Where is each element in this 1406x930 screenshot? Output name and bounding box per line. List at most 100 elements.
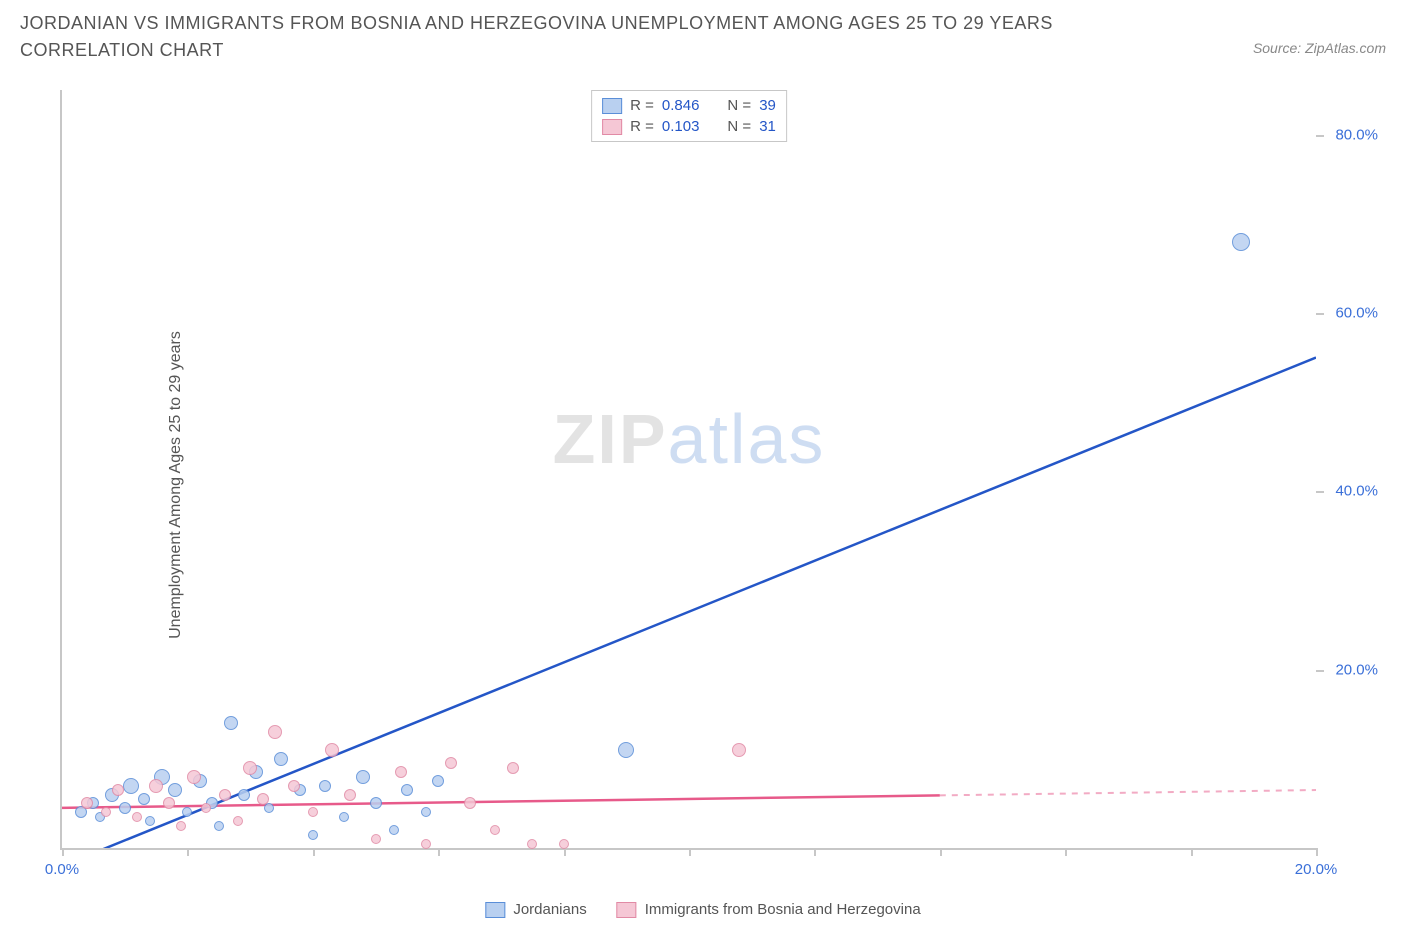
scatter-point: [145, 816, 155, 826]
scatter-point: [370, 797, 382, 809]
scatter-point: [432, 775, 444, 787]
x-tick: [1316, 848, 1318, 856]
scatter-point: [421, 807, 431, 817]
x-tick: [187, 848, 189, 856]
scatter-point: [123, 778, 139, 794]
chart-title: JORDANIAN VS IMMIGRANTS FROM BOSNIA AND …: [20, 10, 1120, 64]
chart-area: Unemployment Among Ages 25 to 29 years Z…: [60, 90, 1386, 880]
scatter-point: [119, 802, 131, 814]
chart-header: JORDANIAN VS IMMIGRANTS FROM BOSNIA AND …: [20, 10, 1386, 64]
legend-item: Jordanians: [485, 901, 586, 918]
scatter-point: [559, 839, 569, 849]
x-tick-label: 20.0%: [1295, 861, 1338, 878]
watermark-zip: ZIP: [553, 400, 668, 478]
y-tick-label: 80.0%: [1335, 126, 1378, 143]
scatter-point: [308, 807, 318, 817]
scatter-point: [274, 752, 288, 766]
series-legend: Jordanians Immigrants from Bosnia and Her…: [485, 901, 920, 918]
scatter-point: [325, 743, 339, 757]
scatter-point: [163, 797, 175, 809]
r-value: 0.103: [662, 118, 700, 135]
source-attribution: Source: ZipAtlas.com: [1253, 40, 1386, 56]
scatter-point: [401, 784, 413, 796]
scatter-point: [176, 821, 186, 831]
scatter-point: [257, 793, 269, 805]
n-label: N =: [727, 118, 751, 135]
x-tick: [814, 848, 816, 856]
n-value: 31: [759, 118, 776, 135]
scatter-point: [264, 803, 274, 813]
legend-swatch: [602, 98, 622, 114]
scatter-point: [1232, 233, 1250, 251]
x-tick: [564, 848, 566, 856]
scatter-point: [201, 803, 211, 813]
y-tick-label: 40.0%: [1335, 483, 1378, 500]
scatter-point: [243, 761, 257, 775]
regression-line: [62, 795, 940, 807]
scatter-point: [238, 789, 250, 801]
scatter-point: [421, 839, 431, 849]
regression-lines: [62, 90, 1316, 848]
scatter-point: [490, 825, 500, 835]
scatter-point: [149, 779, 163, 793]
y-tick: [1316, 135, 1324, 137]
stats-legend: R = 0.846 N = 39 R = 0.103 N = 31: [591, 90, 787, 142]
r-label: R =: [630, 97, 654, 114]
scatter-point: [288, 780, 300, 792]
scatter-point: [214, 821, 224, 831]
scatter-point: [344, 789, 356, 801]
stats-legend-row: R = 0.103 N = 31: [602, 116, 776, 137]
y-tick: [1316, 313, 1324, 315]
legend-label: Jordanians: [513, 901, 586, 918]
scatter-point: [233, 816, 243, 826]
scatter-point: [732, 743, 746, 757]
watermark: ZIPatlas: [553, 399, 826, 479]
scatter-point: [138, 793, 150, 805]
legend-label: Immigrants from Bosnia and Herzegovina: [645, 901, 921, 918]
x-tick: [940, 848, 942, 856]
x-tick: [689, 848, 691, 856]
scatter-point: [464, 797, 476, 809]
scatter-point: [219, 789, 231, 801]
stats-legend-row: R = 0.846 N = 39: [602, 95, 776, 116]
x-tick: [1191, 848, 1193, 856]
r-label: R =: [630, 118, 654, 135]
y-tick: [1316, 670, 1324, 672]
scatter-point: [112, 784, 124, 796]
x-tick: [62, 848, 64, 856]
y-tick-label: 20.0%: [1335, 661, 1378, 678]
scatter-point: [182, 807, 192, 817]
scatter-point: [319, 780, 331, 792]
legend-swatch: [602, 119, 622, 135]
scatter-point: [132, 812, 142, 822]
x-tick: [1065, 848, 1067, 856]
scatter-point: [339, 812, 349, 822]
scatter-point: [356, 770, 370, 784]
n-value: 39: [759, 97, 776, 114]
n-label: N =: [727, 97, 751, 114]
y-tick-label: 60.0%: [1335, 304, 1378, 321]
plot-region: ZIPatlas R =0.846N =39R =0.103N =31 20.0…: [60, 90, 1316, 850]
legend-swatch: [617, 902, 637, 918]
legend-item: Immigrants from Bosnia and Herzegovina: [617, 901, 921, 918]
scatter-point: [507, 762, 519, 774]
scatter-point: [371, 834, 381, 844]
scatter-point: [308, 830, 318, 840]
scatter-point: [168, 783, 182, 797]
scatter-point: [101, 807, 111, 817]
x-tick-label: 0.0%: [45, 861, 79, 878]
scatter-point: [187, 770, 201, 784]
x-tick: [438, 848, 440, 856]
legend-swatch: [485, 902, 505, 918]
r-value: 0.846: [662, 97, 700, 114]
scatter-point: [224, 716, 238, 730]
scatter-point: [81, 797, 93, 809]
regression-line-dashed: [940, 790, 1316, 795]
scatter-point: [389, 825, 399, 835]
x-tick: [313, 848, 315, 856]
scatter-point: [395, 766, 407, 778]
scatter-point: [618, 742, 634, 758]
y-tick: [1316, 491, 1324, 493]
scatter-point: [268, 725, 282, 739]
scatter-point: [527, 839, 537, 849]
